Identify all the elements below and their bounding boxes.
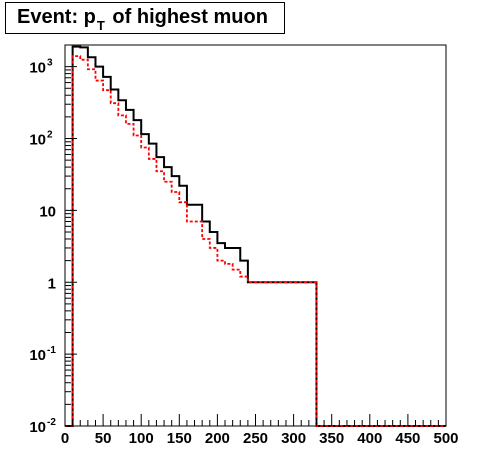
x-tick-label: 500 — [433, 430, 458, 447]
plot-frame — [64, 44, 447, 427]
y-tick-label: 10 — [29, 132, 46, 149]
x-tick-label: 250 — [243, 430, 268, 447]
y-tick-label: 10 — [29, 60, 46, 77]
y-tick-exponent: 3 — [47, 58, 53, 69]
title-box: Event: pT of highest muon — [5, 2, 285, 34]
x-tick-label: 400 — [357, 430, 382, 447]
x-tick-label: 150 — [167, 430, 192, 447]
y-tick-label: 10 — [39, 203, 56, 220]
y-tick-exponent: -2 — [47, 417, 56, 428]
chart-title: Event: pT of highest muon — [17, 6, 268, 33]
title-prefix: Event: p — [17, 6, 96, 28]
x-tick-label: 450 — [395, 430, 420, 447]
y-tick-label: 10 — [29, 347, 46, 364]
y-tick-label: 1 — [48, 275, 56, 292]
series-line-0 — [65, 45, 446, 427]
series-layer — [65, 45, 446, 427]
x-tick-label: 200 — [205, 430, 230, 447]
title-subscript: T — [96, 18, 105, 33]
y-tick-exponent: 2 — [47, 130, 53, 141]
x-tick-label: 350 — [319, 430, 344, 447]
title-suffix: of highest muon — [106, 6, 268, 28]
y-tick-exponent: -1 — [47, 345, 56, 356]
x-tick-label: 100 — [129, 430, 154, 447]
x-tick-label: 0 — [61, 430, 69, 447]
x-tick-label: 300 — [281, 430, 306, 447]
x-tick-label: 50 — [95, 430, 112, 447]
series-line-1 — [65, 55, 446, 427]
y-tick-label: 10 — [29, 419, 46, 436]
